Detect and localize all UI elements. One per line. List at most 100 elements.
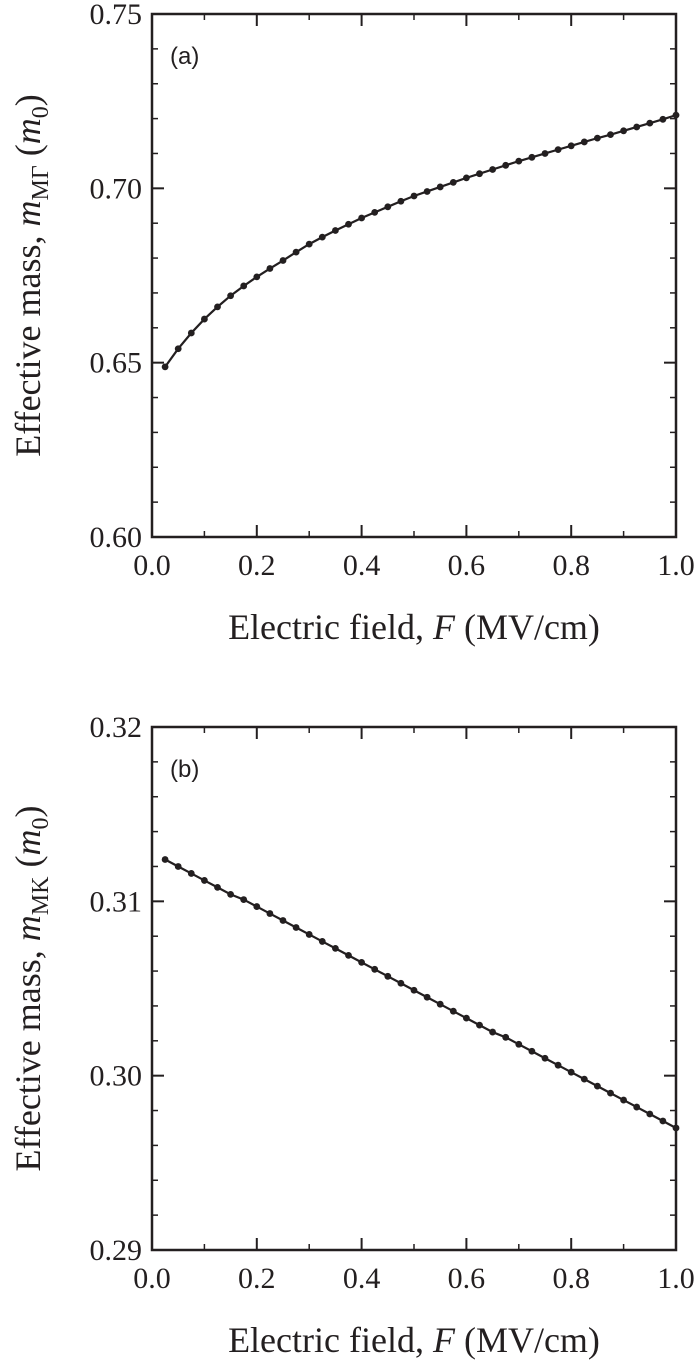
x-tick-label: 0.0 xyxy=(133,1262,171,1295)
x-tick-label: 0.8 xyxy=(552,1262,590,1295)
x-tick-label: 1.0 xyxy=(657,1262,695,1295)
data-point xyxy=(227,890,235,898)
data-point xyxy=(410,192,418,200)
data-point xyxy=(502,1033,510,1041)
data-point xyxy=(528,153,536,161)
x-axis-label: Electric field, F (MV/cm) xyxy=(228,607,600,647)
x-tick-label: 0.2 xyxy=(238,549,276,582)
data-point xyxy=(161,363,169,371)
data-point xyxy=(554,1061,562,1069)
data-point xyxy=(305,240,313,248)
y-tick-label: 0.75 xyxy=(90,0,143,31)
y-tick-label: 0.29 xyxy=(90,1234,143,1267)
data-point xyxy=(567,142,575,150)
y-tick-label: 0.32 xyxy=(90,711,143,744)
data-point xyxy=(463,174,470,182)
data-point xyxy=(253,273,261,281)
data-point xyxy=(620,127,627,135)
data-point xyxy=(227,292,235,300)
data-point xyxy=(266,265,274,272)
data-point xyxy=(607,131,614,139)
data-point xyxy=(646,119,654,127)
y-axis-label-part: 0 xyxy=(28,106,54,118)
x-axis-label-part: Electric field, xyxy=(228,1320,433,1360)
y-axis-label-part: m xyxy=(8,118,48,144)
data-point xyxy=(201,315,208,323)
data-point xyxy=(594,134,601,142)
data-point xyxy=(279,257,287,264)
plot-frame xyxy=(150,12,678,539)
data-point xyxy=(476,170,483,178)
data-point xyxy=(515,157,523,165)
y-axis-label-part: 0 xyxy=(28,818,54,830)
data-point xyxy=(187,329,195,337)
x-axis-label: Electric field, F (MV/cm) xyxy=(228,1320,600,1360)
data-point xyxy=(161,856,169,863)
x-axis-label-part: F xyxy=(432,607,456,647)
y-tick-label: 0.70 xyxy=(90,172,143,205)
data-point xyxy=(279,917,287,924)
y-axis-label-part: ) xyxy=(8,94,48,106)
data-point xyxy=(214,883,221,891)
data-point xyxy=(253,903,261,910)
data-point xyxy=(371,208,379,216)
data-point xyxy=(174,863,182,870)
y-tick-label: 0.30 xyxy=(90,1060,143,1093)
x-tick-label: 0.0 xyxy=(133,549,171,582)
data-line xyxy=(164,114,677,368)
y-axis-label-part: Effective mass, xyxy=(8,226,48,456)
data-point xyxy=(594,1082,601,1090)
data-point xyxy=(332,227,339,234)
data-point xyxy=(266,910,274,917)
data-line xyxy=(164,858,677,1129)
data-point xyxy=(659,1117,667,1125)
x-axis-label-part: (MV/cm) xyxy=(455,607,600,647)
data-point xyxy=(449,179,457,186)
panel-label: (b) xyxy=(170,756,199,783)
x-tick-label: 1.0 xyxy=(657,549,695,582)
panel: 0.0 0.2 0.4 0.6 0.8 1.0 0.60 0.65 0.70 0.75 Electr… xyxy=(8,0,695,647)
y-axis-label: Effective mass, mMΓ (m0) xyxy=(8,94,54,456)
data-point xyxy=(633,123,641,131)
data-point xyxy=(502,161,510,169)
x-axis-label-part: Electric field, xyxy=(228,607,433,647)
y-axis-label-part: ) xyxy=(8,806,48,818)
data-point xyxy=(580,138,588,146)
data-point xyxy=(384,203,392,211)
data-point xyxy=(580,1075,588,1083)
data-point xyxy=(384,972,392,980)
data-point xyxy=(214,303,221,311)
data-point xyxy=(476,1021,483,1029)
data-point xyxy=(515,1040,523,1048)
y-axis-label: Effective mass, mMK (m0) xyxy=(8,806,54,1172)
data-point xyxy=(620,1096,627,1104)
data-point xyxy=(345,220,352,228)
data-point xyxy=(318,938,326,945)
data-point xyxy=(449,1007,457,1015)
data-point xyxy=(305,931,313,938)
y-axis-label-part: Effective mass, xyxy=(8,941,48,1171)
data-point xyxy=(646,1110,654,1118)
data-point xyxy=(423,188,431,195)
y-tick-label: 0.65 xyxy=(90,347,143,380)
data-point xyxy=(567,1068,575,1076)
x-tick-label: 0.2 xyxy=(238,1262,276,1295)
data-point xyxy=(410,986,418,994)
y-tick-label: 0.60 xyxy=(90,521,143,554)
x-axis-label-part: F xyxy=(432,1320,456,1360)
y-axis-label-part: m xyxy=(8,830,48,856)
data-point xyxy=(358,214,365,222)
x-tick-label: 0.4 xyxy=(343,549,381,582)
x-tick-label: 0.8 xyxy=(552,549,590,582)
y-axis-label-part: ( xyxy=(8,856,48,877)
data-point xyxy=(201,877,208,884)
data-point xyxy=(187,870,195,877)
panel: 0.0 0.2 0.4 0.6 0.8 1.0 0.29 0.30 0.31 0.32 Electr… xyxy=(8,711,695,1360)
data-point xyxy=(345,951,352,959)
data-point xyxy=(371,965,379,973)
data-point xyxy=(633,1103,641,1111)
data-point xyxy=(489,1028,496,1036)
data-point xyxy=(397,197,405,205)
